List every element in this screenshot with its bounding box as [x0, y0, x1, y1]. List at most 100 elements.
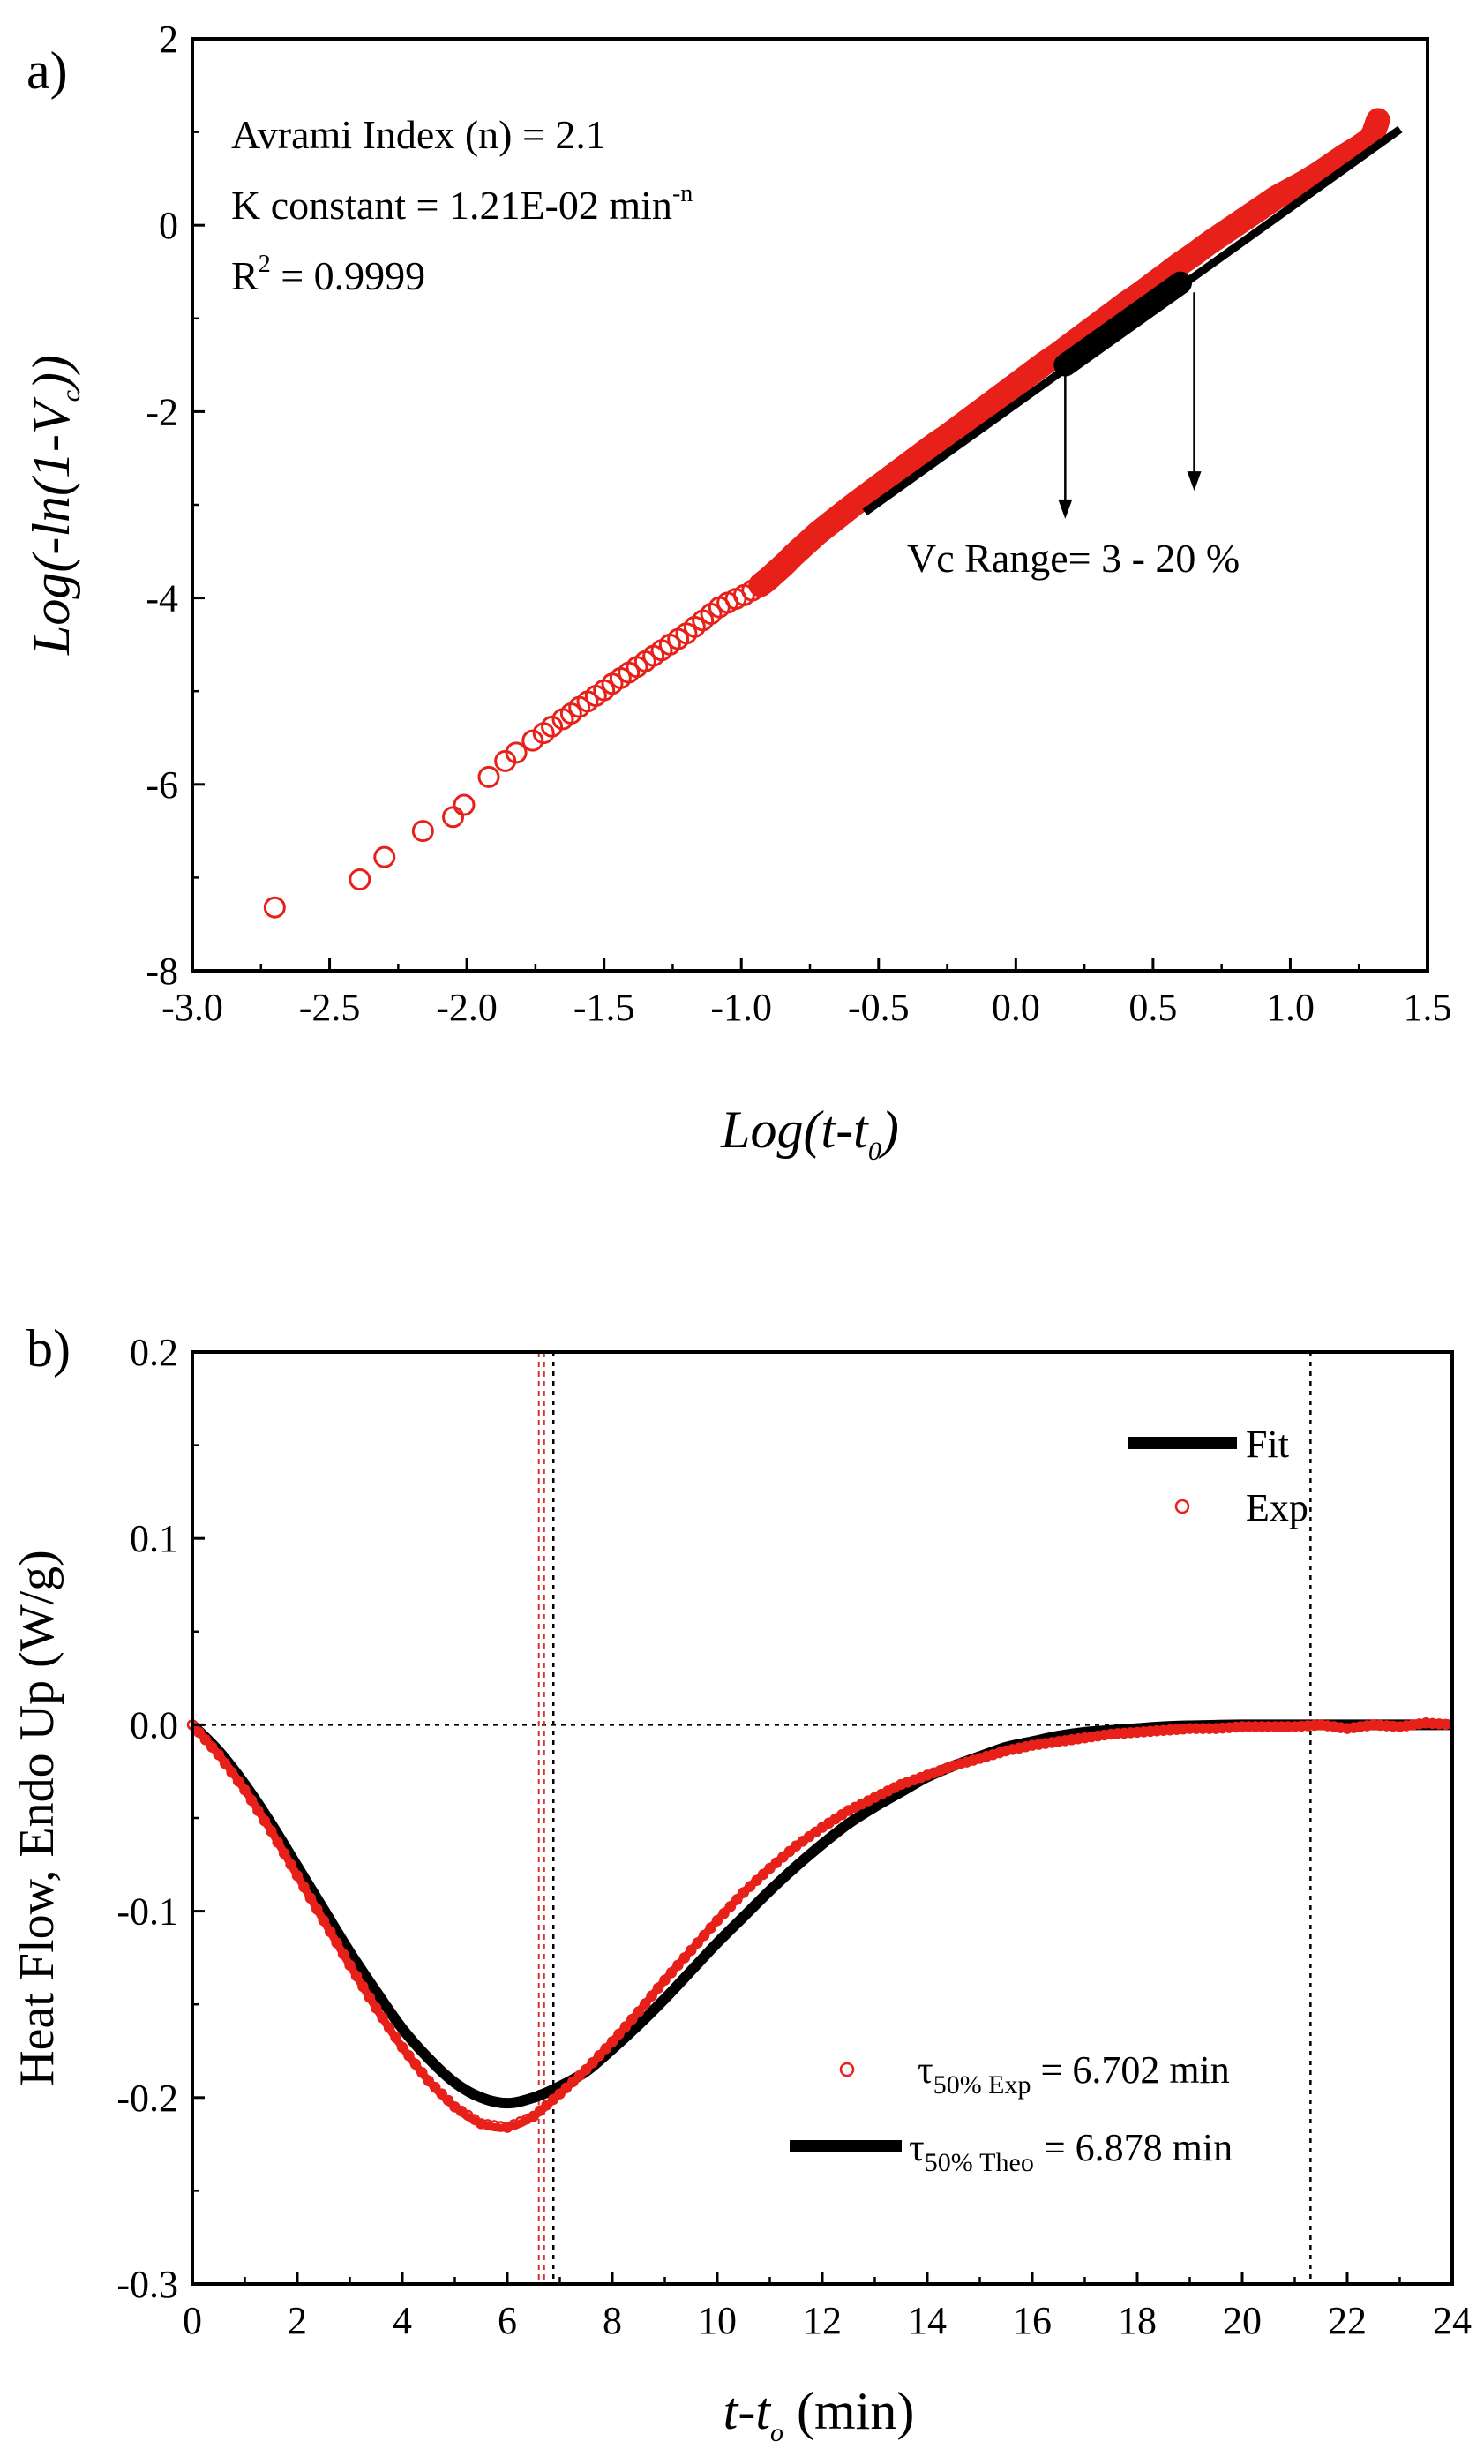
panel-a-y-tick-label: -6: [146, 763, 178, 807]
exp-point: [423, 2075, 434, 2087]
exp-point: [678, 1952, 691, 1964]
tau-exp-text: τ50% Exp = 6.702 min: [918, 2048, 1230, 2100]
exp-point: [1106, 1728, 1117, 1740]
exp-point: [1059, 1735, 1071, 1747]
exp-point: [1269, 1721, 1281, 1732]
exp-point: [1407, 1719, 1419, 1731]
panel-a-y-tick-label: -8: [146, 950, 178, 993]
exp-point: [298, 1881, 310, 1893]
exp-point: [206, 1741, 218, 1753]
exp-point: [411, 820, 434, 843]
exp-point: [373, 845, 396, 868]
exp-point: [1361, 1720, 1373, 1732]
exp-point: [482, 2119, 493, 2130]
exp-point: [731, 1894, 743, 1905]
exp-point: [1348, 1722, 1360, 1733]
exp-point: [213, 1748, 224, 1761]
exp-point: [581, 2063, 592, 2076]
exp-point: [541, 2099, 552, 2111]
exp-point: [1026, 1739, 1038, 1751]
panel-a-x-tick-label: 1.0: [1266, 986, 1315, 1029]
exp-point: [495, 2121, 506, 2132]
exp-point: [686, 1944, 697, 1957]
exp-point: [1354, 1721, 1367, 1732]
exp-point: [1341, 1723, 1353, 1734]
exp-point: [1039, 1738, 1052, 1749]
exp-point: [941, 1762, 953, 1774]
exp-point: [1230, 1721, 1241, 1733]
exp-point: [252, 1805, 264, 1816]
exp-point: [993, 1747, 1006, 1759]
range-arrow-head: [1058, 499, 1073, 519]
panel-a-frame: [191, 37, 1429, 973]
exp-point: [770, 1857, 783, 1868]
exp-point: [1366, 108, 1390, 132]
exp-point: [744, 1881, 756, 1892]
exp-point: [436, 2088, 447, 2100]
panel-a-x-tick-label: 0.0: [992, 986, 1040, 1029]
exp-point: [1013, 1742, 1025, 1754]
exp-point: [567, 2076, 579, 2088]
exp-point: [1427, 1717, 1438, 1730]
panel-a-x-tick-label: -3.0: [161, 986, 223, 1029]
exp-point: [1217, 1722, 1228, 1734]
exp-point: [409, 2058, 422, 2070]
exp-point: [1276, 1721, 1287, 1732]
legend-exp-label: Exp: [1246, 1486, 1308, 1529]
exp-point: [1072, 1732, 1084, 1745]
panel-b-legend: Fit Exp: [1128, 1423, 1308, 1529]
panel-b-x-tick-label: 12: [803, 2299, 842, 2342]
exp-point: [199, 1734, 212, 1746]
exp-point: [1368, 1719, 1379, 1731]
exp-point: [1066, 1734, 1077, 1746]
exp-point: [1387, 1720, 1399, 1732]
exp-point: [1420, 1717, 1432, 1729]
panel-b-y-tick-label: 0.1: [130, 1517, 178, 1560]
exp-point: [921, 1769, 933, 1781]
panel-b-x-tick-label: 20: [1223, 2299, 1262, 2342]
exp-point: [593, 2050, 605, 2062]
exp-point: [263, 896, 286, 919]
exp-point: [1394, 1721, 1405, 1732]
exp-point: [1020, 1740, 1031, 1753]
panel-b-y-tick-label: -0.3: [116, 2263, 178, 2306]
exp-point: [1374, 1719, 1386, 1732]
panel-a-x-tick-label: -2.5: [299, 986, 361, 1029]
panel-b-x-tick-label: 2: [288, 2299, 307, 2342]
panel-b-x-tick-label: 6: [498, 2299, 517, 2342]
exp-point: [377, 2012, 388, 2024]
legend-fit-label: Fit: [1246, 1423, 1289, 1466]
exp-point: [219, 1757, 231, 1769]
exp-point: [1282, 1721, 1294, 1732]
exp-point: [1138, 1726, 1150, 1738]
exp-point: [364, 1992, 376, 2003]
tau-theo-text: τ50% Theo = 6.878 min: [909, 2126, 1233, 2177]
exp-point: [193, 1726, 205, 1739]
exp-point: [606, 2036, 618, 2047]
exp-point: [974, 1753, 986, 1764]
exp-point: [665, 1967, 678, 1979]
panel-a-chart: a) -3.0 -2.5 -2.0 -1.5 -1.0 -0.5 0.0 0.5 1.0 1.5-…: [22, 18, 1452, 1166]
panel-b-y-tick-label: -0.1: [116, 1890, 178, 1934]
exp-point: [1184, 1723, 1195, 1734]
panel-b-y-axis-title: Heat Flow, Endo Up (W/g): [10, 1550, 64, 2086]
k-constant-annotation: K constant = 1.21E-02 min-n: [231, 180, 693, 228]
exp-point: [1308, 1719, 1321, 1732]
exp-point: [934, 1764, 947, 1777]
exp-point: [1295, 1720, 1308, 1732]
exp-point: [987, 1748, 999, 1761]
exp-point: [272, 1837, 283, 1848]
exp-point: [783, 1845, 796, 1858]
exp-point: [259, 1814, 271, 1827]
tau-exp-swatch: [839, 2062, 855, 2077]
exp-point: [757, 1868, 769, 1881]
exp-point: [416, 2067, 428, 2078]
panel-b-plot-area: [186, 1352, 1453, 2284]
exp-point: [560, 2082, 573, 2093]
exp-point: [547, 2093, 559, 2106]
exp-point: [698, 1929, 710, 1942]
fit-curve: [188, 1719, 1452, 2109]
exp-point: [505, 741, 528, 764]
exp-point: [1033, 1739, 1045, 1750]
